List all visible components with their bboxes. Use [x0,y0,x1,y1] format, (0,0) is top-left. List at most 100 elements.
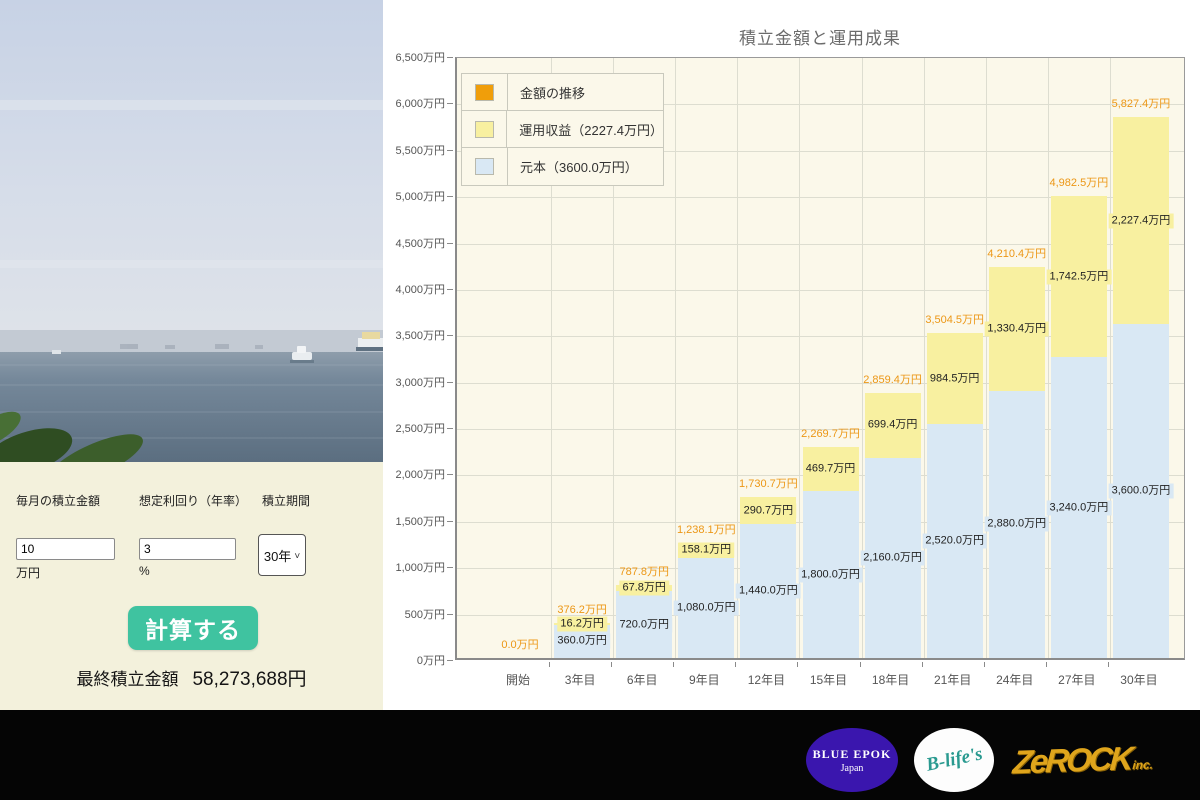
monthly-amount-label: 毎月の積立金額 [16,494,101,508]
monthly-amount-unit: 万円 [16,566,41,580]
x-tick-label: 15年目 [809,673,848,687]
x-tick-mark [611,662,613,667]
gridline [457,336,1184,338]
gridline [457,104,1184,106]
x-tick-label: 3年目 [564,673,596,687]
y-tick-label: 4,500万円 [395,237,445,250]
y-tick-label: 6,500万円 [395,52,445,64]
bar-value-label: 720.0万円 [616,617,672,633]
bar-value-label: 290.7万円 [740,503,797,519]
y-tick-mark [447,660,453,661]
bar-value-label: 16.2万円 [557,616,607,632]
bar-value-label: 2,520.0万円 [922,533,988,549]
x-tick-label: 12年目 [747,673,786,687]
chart-title: 積立金額と運用成果 [739,29,901,48]
rate-unit: % [139,564,150,578]
blue-epok-logo: BLUE EPOK Japan [806,728,898,792]
x-tick-label: 6年目 [626,673,658,687]
bar-value-label: 67.8万円 [619,580,669,596]
y-tick-mark [447,613,453,615]
gridline [799,58,801,658]
ship-icon [356,332,383,351]
legend-swatch-icon [475,158,494,175]
y-tick-label: 2,500万円 [395,423,445,436]
blifes-logo-text: B-life's [923,743,984,776]
bar-value-label: 1,080.0万円 [673,600,739,616]
bar-value-label: 3,240.0万円 [1046,500,1112,516]
bar-value-label: 2,227.4万円 [1108,213,1174,229]
rate-input[interactable] [139,538,236,560]
blue-epok-logo-text: BLUE EPOK [812,746,892,761]
blue-epok-logo-subtext: Japan [840,762,864,774]
y-axis: 6,500万円 6,000万円 5,500万円 5,000万円 4,500万円 4,000… [383,52,453,667]
y-tick-mark [447,567,453,569]
footer: BLUE EPOK Japan B-life's ZeROCKinc. [0,710,1200,800]
legend-label: 元本（3600.0万円） [520,160,638,175]
y-tick-label: 6,000万円 [395,98,445,111]
plot-area: 金額の推移 運用収益（2227.4万円） 元本（3600.0万円） 0.0万円 360… [455,57,1185,660]
x-tick-mark [921,662,923,667]
legend-swatch-icon [475,83,494,101]
x-tick-label: 9年目 [688,673,720,687]
result-row: 最終積立金額 58,273,688円 [0,664,383,691]
result-value: 58,273,688円 [192,669,307,690]
y-tick-mark [447,288,453,290]
y-tick-label: 5,000万円 [395,191,445,204]
bar-total-label: 787.8万円 [619,565,669,578]
bar-value-label: 3,600.0万円 [1108,483,1174,499]
result-label: 最終積立金額 [76,670,179,689]
gridline [457,197,1184,199]
rate-label: 想定利回り（年率） [139,494,248,508]
gridline [861,58,863,658]
x-tick-mark [673,662,675,667]
bar-total-label: 3,504.5万円 [925,313,985,326]
bar-value-label: 1,742.5万円 [1046,269,1112,285]
bar-value-label: 1,800.0万円 [798,567,863,583]
legend-item: 運用収益（2227.4万円） [462,111,663,148]
bar-value-label: 158.1万円 [678,542,735,558]
y-tick-label: 2,000万円 [395,469,445,482]
legend-swatch-cell [462,74,508,110]
x-tick-mark [1107,662,1109,667]
y-tick-mark [447,520,453,522]
y-tick-mark [447,149,453,151]
chart-legend: 金額の推移運用収益（2227.4万円） 元本（3600.0万円） [461,73,664,186]
x-tick-label: 24年目 [996,673,1034,687]
y-tick-label: 1,500万円 [395,515,445,528]
boat-icon [290,346,314,363]
legend-label: 金額の推移 [520,85,586,101]
x-tick-mark [859,662,861,667]
gridline [457,243,1184,245]
y-tick-label: 3,500万円 [395,330,445,343]
legend-swatch-cell [462,111,508,147]
calculate-button[interactable]: 計算する [128,606,258,650]
bar-value-label: 2,880.0万円 [984,516,1050,532]
bar-value-label: 1,330.4万円 [984,321,1050,337]
gridline [1047,58,1049,658]
y-tick-mark [447,57,453,58]
y-tick-label: 1,000万円 [395,562,445,575]
x-tick-mark [1045,662,1047,667]
x-tick-mark [549,662,551,667]
bar-total-label: 4,210.4万円 [987,248,1047,261]
blifes-logo: B-life's [914,728,994,792]
x-tick-label: 27年目 [1058,673,1096,687]
bar-value-label: 360.0万円 [554,633,610,649]
sea-photo [0,0,383,462]
y-tick-mark [447,474,453,476]
gridline [1109,58,1111,658]
y-tick-mark [447,335,453,337]
monthly-amount-input[interactable] [16,538,115,560]
period-select[interactable]: 30年 ˅ [258,534,306,576]
y-tick-label: 500万円 [404,608,445,621]
gridline [457,150,1184,152]
gridline [675,58,677,658]
x-tick-label: 開始 [506,673,531,687]
gridline [613,58,615,658]
gridline [551,58,553,658]
gridline [457,289,1184,291]
x-axis: 開始 3年目 6年目 9年目 12年目 15年目 18年目 21年目 24年目 27年目 30年目 [455,662,1185,692]
y-tick-label: 5,500万円 [395,144,445,157]
legend-label: 運用収益（2227.4万円） [519,122,663,138]
